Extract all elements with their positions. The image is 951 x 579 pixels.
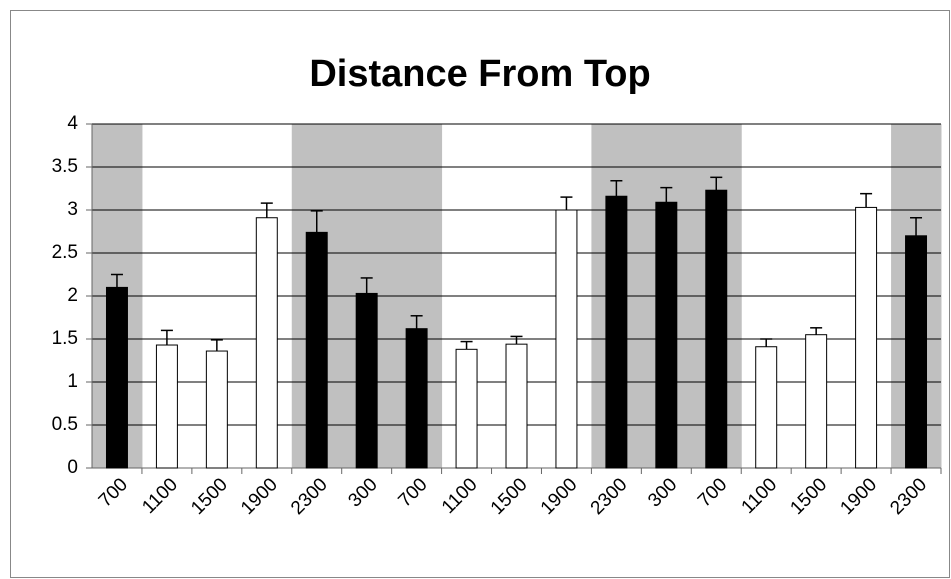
bar [105, 286, 128, 469]
y-tick-label: 2 [67, 285, 78, 306]
bar [755, 346, 778, 469]
bar [655, 201, 678, 469]
y-tick-label: 4 [67, 113, 78, 134]
bar [605, 195, 628, 469]
bar [555, 209, 578, 469]
bar [805, 334, 828, 469]
y-tick-label: 3.5 [52, 156, 78, 177]
bar [255, 217, 278, 469]
y-tick-label: 3 [67, 199, 78, 220]
y-tick-label: 2.5 [52, 242, 78, 263]
chart-title: Distance From Top [309, 53, 650, 95]
bar [155, 344, 178, 469]
bar [205, 350, 228, 469]
bar [905, 235, 928, 469]
bar [355, 292, 378, 469]
bar [305, 231, 328, 469]
bar [505, 343, 528, 469]
y-tick-label: 1 [67, 371, 78, 392]
y-tick-label: 0 [67, 457, 78, 478]
bar [705, 189, 728, 469]
y-tick-label: 0.5 [52, 414, 78, 435]
y-tick-label: 1.5 [52, 328, 78, 349]
bar [455, 348, 478, 469]
bar [405, 328, 428, 469]
bar [855, 206, 878, 469]
chart-frame [10, 10, 950, 578]
